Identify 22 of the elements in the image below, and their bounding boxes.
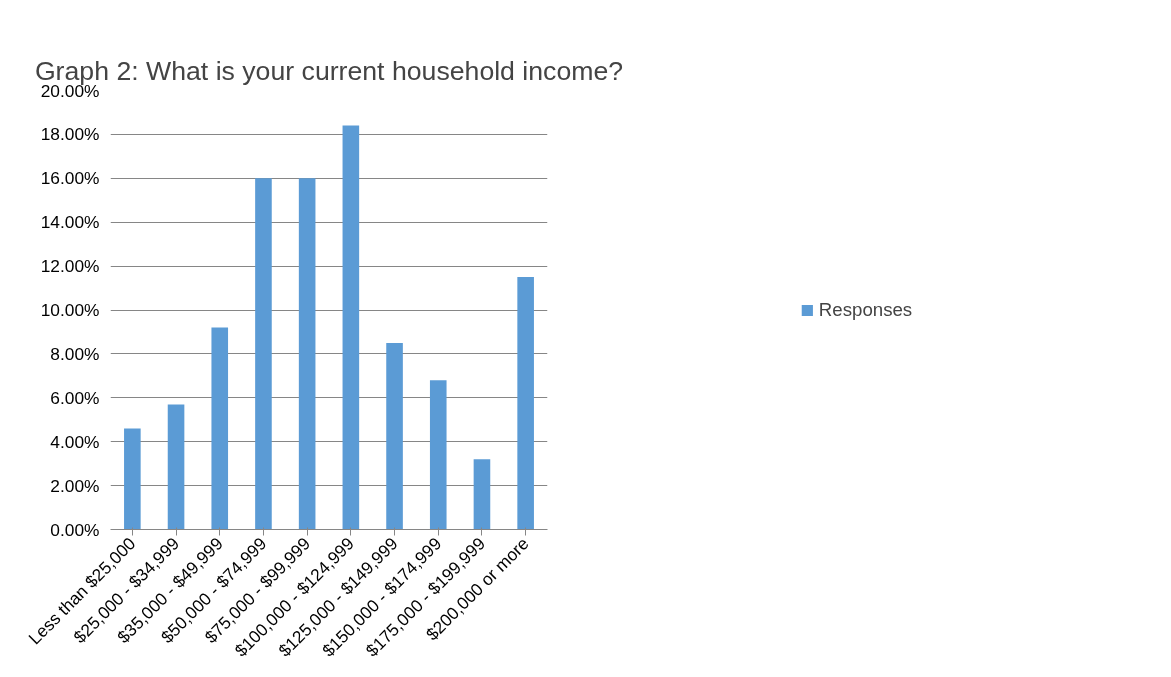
y-tick-label: 0.00% [50, 519, 100, 540]
y-tick-label: 10.00% [40, 300, 100, 320]
bar [429, 380, 447, 530]
y-tick-label: 8.00% [50, 343, 100, 364]
legend-label: Responses [818, 298, 913, 321]
bar [342, 125, 360, 530]
y-tick-label: 6.00% [50, 387, 100, 408]
bar [167, 404, 185, 530]
bar [255, 178, 272, 530]
chart-title: Graph 2: What is your current household income? [34, 55, 624, 86]
bar [124, 428, 141, 530]
y-tick-label: 4.00% [50, 431, 100, 452]
bar [211, 327, 229, 530]
bar [473, 459, 491, 530]
y-tick-label: 16.00% [40, 168, 100, 189]
y-tick-label: 14.00% [40, 212, 100, 233]
y-tick-label: 18.00% [40, 124, 100, 145]
bar [386, 342, 403, 530]
bar [298, 178, 316, 530]
y-tick-label: 2.00% [50, 475, 100, 496]
y-tick-label: 12.00% [40, 256, 100, 277]
bar [517, 277, 534, 530]
